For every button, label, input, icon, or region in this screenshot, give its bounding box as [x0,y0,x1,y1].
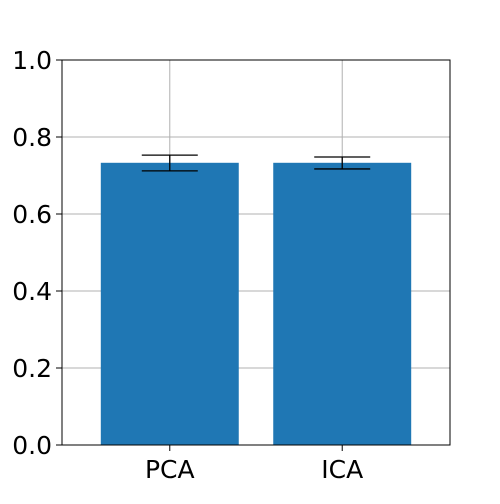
x-tick-label: ICA [321,455,363,484]
y-tick-label: 0.0 [12,431,52,460]
error-bar-layer [141,154,371,172]
bar-pca [100,162,239,446]
x-tick-label: PCA [145,455,195,484]
bar-layer [100,162,412,446]
y-tick-label: 0.6 [12,200,52,229]
y-axis: 0.0 0.2 0.4 0.6 0.8 1.0 [12,46,62,460]
y-tick-label: 0.8 [12,123,52,152]
plot-frame [61,59,451,446]
y-tick-label: 0.2 [12,354,52,383]
y-tick-label: 1.0 [12,46,52,75]
x-axis: PCA ICA [145,445,363,484]
y-tick-label: 0.4 [12,277,52,306]
bar-ica [273,162,412,446]
